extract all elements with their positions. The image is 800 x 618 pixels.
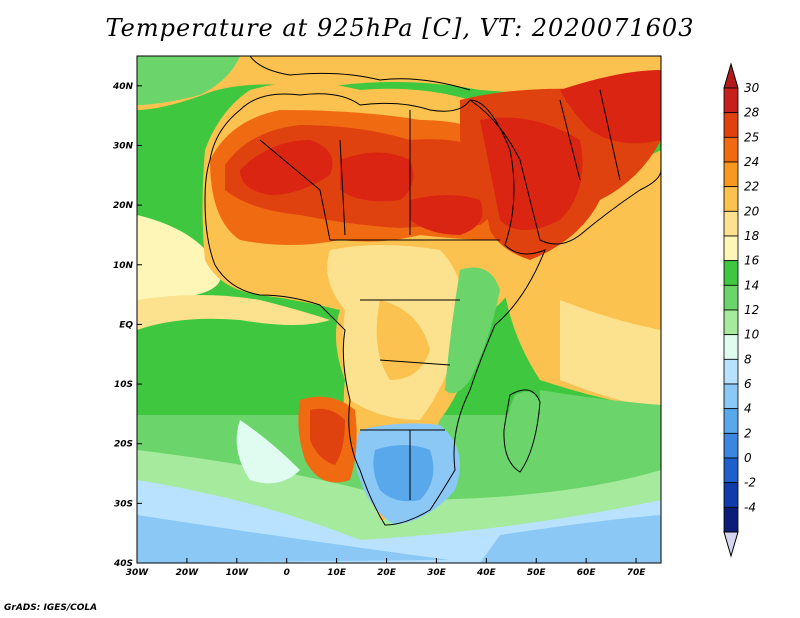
colorbar-swatch [723, 136, 739, 163]
x-tick-label: 20W [176, 568, 200, 578]
x-tick-label: 10E [327, 568, 347, 578]
colorbar-label: 8 [744, 352, 752, 366]
colorbar-swatch [723, 210, 739, 237]
map-frame [136, 55, 662, 564]
colorbar-label: -4 [744, 500, 756, 514]
footer-credit: GrADS: IGES/COLA [4, 603, 98, 613]
colorbar-label: 6 [744, 377, 752, 391]
y-tick-label: 40S [113, 559, 133, 569]
colorbar-label: 24 [744, 155, 759, 169]
x-tick-label: 50E [527, 568, 547, 578]
y-tick-label: 30S [114, 499, 133, 509]
colorbar-label: 0 [744, 451, 752, 465]
colorbar-swatch [723, 309, 739, 336]
colorbar-label: 16 [744, 254, 760, 268]
colorbar-bottom-arrow [723, 531, 739, 558]
colorbar-swatch [723, 408, 739, 434]
y-tick-label: 10N [113, 261, 134, 271]
colorbar-label: 25 [744, 130, 759, 144]
colorbar-swatch [723, 358, 739, 385]
y-tick-label: 30N [113, 141, 134, 151]
colorbar-top-arrow [723, 62, 739, 89]
y-tick-label: EQ [119, 320, 133, 330]
temperature-field [137, 56, 661, 563]
colorbar-swatch [723, 186, 739, 212]
x-tick-label: 70E [627, 568, 647, 578]
colorbar-swatch [723, 112, 739, 138]
coastlines [204, 56, 661, 526]
colorbar-swatch [723, 506, 739, 533]
x-tick-label: 0 [284, 568, 290, 578]
colorbar-swatch [723, 284, 739, 311]
y-tick-label: 10S [114, 380, 133, 390]
colorbar-swatch [723, 260, 739, 286]
colorbar-label: 12 [744, 303, 759, 317]
x-tick-label: 20E [377, 568, 397, 578]
colorbar-label: 22 [744, 180, 759, 194]
x-tick-label: 40E [476, 568, 497, 578]
map-title: Temperature at 925hPa [C], VT: 202007160… [105, 14, 695, 42]
colorbar-label: 20 [744, 204, 760, 218]
colorbar-label: 2 [744, 426, 752, 440]
colorbar-label: 4 [744, 402, 752, 416]
colorbar-swatch [723, 87, 739, 114]
colorbar-swatch [723, 334, 739, 360]
colorbar-swatch [723, 457, 739, 484]
x-tick-label: 30W [126, 568, 150, 578]
y-tick-label: 40N [112, 82, 134, 92]
colorbar-label: 30 [744, 81, 760, 95]
colorbar-swatch [723, 482, 739, 508]
colorbar-swatch [723, 432, 739, 459]
colorbar-swatch [723, 161, 739, 188]
colorbar-swatch [723, 383, 739, 410]
colorbar-swatch [723, 235, 739, 262]
axes: 30W 20W 10W 0 10E 20E 30E 40E 50E 60E 70E 40S 30S 20… [112, 82, 646, 578]
colorbar-label: 14 [744, 278, 759, 292]
colorbar-label: 28 [744, 106, 760, 120]
x-tick-label: 10W [226, 568, 250, 578]
colorbar-label: -2 [744, 476, 756, 490]
y-tick-label: 20N [113, 201, 134, 211]
colorbar-label: 18 [744, 229, 760, 243]
y-tick-label: 20S [114, 440, 133, 450]
x-tick-label: 60E [577, 568, 597, 578]
x-tick-label: 30E [427, 568, 447, 578]
colorbar-label: 10 [744, 328, 760, 342]
